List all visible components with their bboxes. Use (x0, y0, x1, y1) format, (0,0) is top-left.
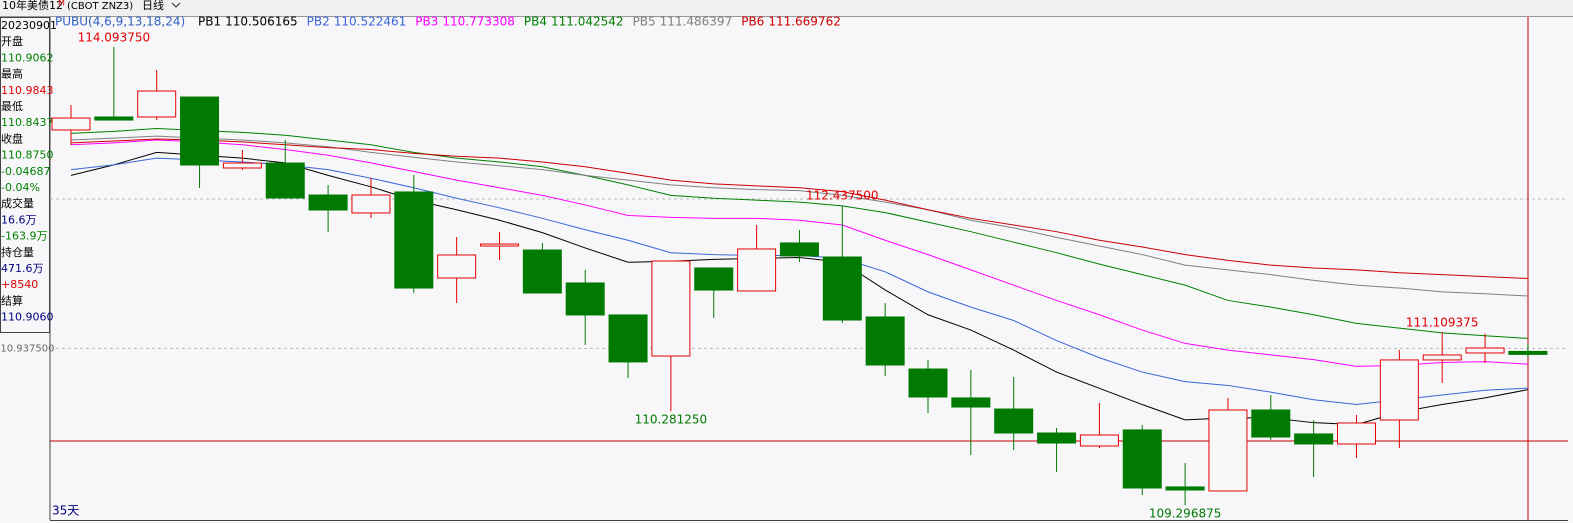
candle-body (394, 191, 434, 289)
price-annotation: 110.281250 (635, 413, 708, 427)
candle-body (865, 316, 905, 366)
candle-body (180, 96, 220, 166)
indicator: PUBU(4,6,9,13,18,24) (55, 15, 185, 29)
info-item: 110.9060 (1, 311, 54, 324)
legend-value: 110.506165 (225, 15, 298, 29)
legend-name: PB6 (741, 15, 764, 29)
legend-value: 111.486397 (660, 15, 733, 29)
candle-body (522, 249, 562, 294)
title-sup: M (58, 0, 65, 8)
legend-name: PB1 (198, 15, 221, 29)
info-item: 16.6万 (1, 213, 37, 226)
candle-body (1294, 433, 1334, 445)
info-item: 471.6万 (1, 262, 44, 275)
candle-body (608, 314, 648, 363)
candle-body (437, 254, 477, 279)
y-tick-label: 110.937500 (0, 343, 54, 354)
candle-body (994, 408, 1034, 434)
price-annotation: 111.109375 (1406, 316, 1479, 330)
candle-body (1208, 409, 1248, 492)
candle-body (94, 116, 134, 121)
candle-body (694, 267, 734, 291)
legend-name: PB3 (415, 15, 438, 29)
info-item: 最低 (1, 100, 23, 113)
legend-value: 111.042542 (551, 15, 624, 29)
price-annotation: 114.093750 (78, 31, 151, 45)
legend-value: 110.773308 (442, 15, 515, 29)
pb-line (70, 138, 1528, 280)
title-bar (0, 0, 1573, 16)
pb-line (70, 139, 1528, 367)
info-item: 持仓量 (1, 245, 34, 259)
candle-body (565, 282, 605, 316)
legend-value: 111.669762 (768, 15, 841, 29)
info-item: -163.9万 (1, 230, 47, 243)
candle-body (351, 194, 391, 214)
candle-body (822, 256, 862, 321)
candle-body (1251, 409, 1291, 438)
info-item: 110.9843 (1, 84, 54, 97)
legend-value: 110.522461 (334, 15, 407, 29)
info-item: 开盘 (1, 34, 23, 48)
info-item: 收盘 (1, 131, 23, 145)
period-dropdown[interactable] (171, 2, 181, 8)
day-count: 35天 (52, 504, 79, 518)
info-item: 110.8750 (1, 149, 54, 162)
candle-body (1422, 354, 1462, 361)
candle-body (1122, 429, 1162, 489)
candle-body (1337, 422, 1376, 445)
candle-body (737, 248, 777, 292)
legend-name: PB5 (633, 15, 656, 29)
candle-body (651, 260, 691, 357)
pb-line (70, 135, 1528, 297)
info-panel (0, 17, 50, 333)
candle-body (1037, 432, 1077, 444)
info-item: 结算 (1, 293, 23, 307)
candle-body (1165, 486, 1205, 491)
candle-body (1508, 350, 1548, 355)
info-item: 110.8437 (1, 116, 54, 129)
info-item: +8540 (1, 278, 38, 291)
price-annotation: 112.437500 (806, 189, 879, 203)
candle-body (779, 242, 819, 257)
candle-body (1379, 359, 1419, 421)
info-item: -0.04687 (1, 165, 50, 178)
candle-body (1465, 347, 1505, 354)
info-item: 最高 (1, 67, 23, 81)
legend-name: PB2 (307, 15, 330, 29)
candle-body (137, 90, 177, 118)
candle-body (51, 117, 91, 131)
symbol: (CBOT ZNZ3) (67, 1, 133, 12)
candle-body (1079, 434, 1119, 447)
candle-body (480, 243, 519, 247)
pb-line (70, 128, 1528, 339)
price-annotation: 109.296875 (1149, 507, 1222, 521)
candle-body (951, 397, 991, 408)
candle-body (222, 162, 262, 169)
legend-name: PB4 (524, 15, 547, 29)
info-item: 成交量 (1, 196, 34, 210)
period[interactable]: 日线 (142, 0, 164, 12)
candle-body (908, 368, 948, 398)
info-item: 20230901 (1, 19, 57, 32)
info-item: 110.9062 (1, 51, 54, 64)
title: 10年美债12 (2, 0, 63, 12)
info-item: -0.04% (1, 181, 40, 194)
candle-body (265, 162, 305, 199)
candle-body (308, 194, 348, 211)
